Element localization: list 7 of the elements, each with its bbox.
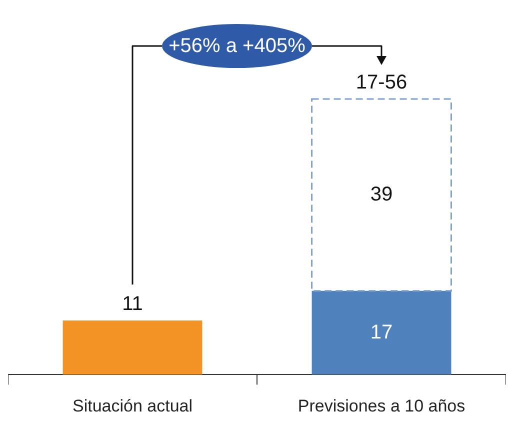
x-tick-label: Situación actual bbox=[72, 396, 193, 416]
data-label: 39 bbox=[370, 183, 393, 206]
data-label: 11 bbox=[122, 292, 143, 315]
x-tick-label: Previsiones a 10 años bbox=[298, 396, 466, 416]
total-label: 17-56 bbox=[356, 71, 408, 94]
data-label: 17 bbox=[370, 321, 393, 344]
oval-badge: +56% a +405% bbox=[162, 24, 312, 68]
